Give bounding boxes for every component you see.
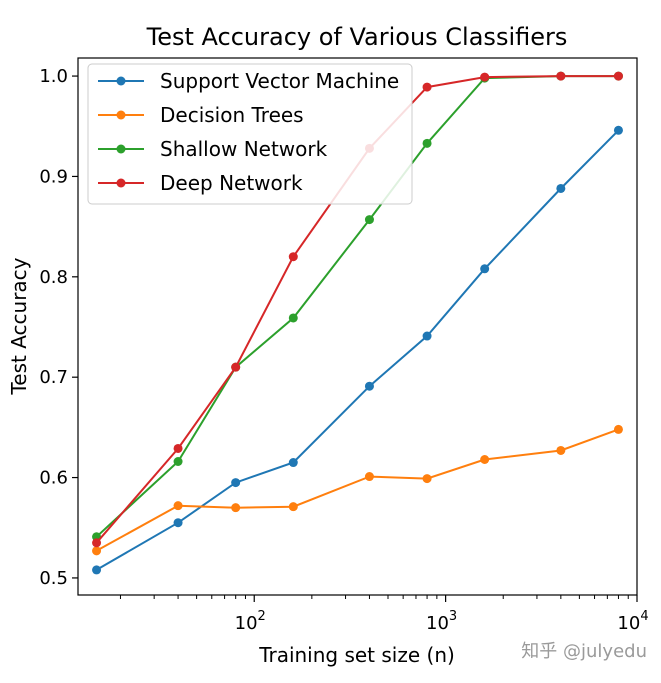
series-0 [92,125,623,575]
data-point [480,72,490,82]
data-point [422,331,432,341]
data-point [173,457,183,467]
x-tick-label: 103 [426,609,457,634]
chart-title: Test Accuracy of Various Classifiers [146,23,568,51]
data-point [231,503,241,513]
series-1 [92,424,623,556]
y-axis: 0.5 0.6 0.7 0.8 0.9 1.0 [39,66,78,589]
x-tick-base: 10 [617,613,640,634]
data-point [422,138,432,148]
x-tick-label: 102 [235,609,266,634]
y-tick-label: 0.5 [39,568,68,589]
data-point [173,518,183,528]
legend-label: Deep Network [160,171,303,195]
y-tick-label: 0.9 [39,166,68,187]
x-tick-base: 10 [426,613,449,634]
data-point [173,443,183,453]
data-point [556,71,566,81]
data-point [288,458,298,468]
data-point [173,501,183,511]
data-point [480,264,490,274]
legend-swatch-marker [116,76,126,86]
data-point [422,474,432,484]
legend-box [87,63,413,205]
data-point [288,502,298,512]
legend-label: Decision Trees [160,103,304,127]
y-tick-label: 0.7 [39,367,68,388]
data-point [556,445,566,455]
data-point [231,362,241,372]
data-point [556,183,566,193]
data-point [92,538,102,548]
plot-frame [77,57,638,596]
data-point [613,424,623,434]
data-point [422,82,432,92]
legend-label: Shallow Network [160,137,328,161]
data-point [92,565,102,575]
x-tick-base: 10 [235,613,258,634]
data-point [613,71,623,81]
y-tick-label: 1.0 [39,66,68,87]
legend-swatch-marker [116,144,126,154]
data-point [92,546,102,556]
x-tick-label: 104 [617,609,648,634]
x-tick-exponent: 4 [640,609,648,624]
legend-swatch-marker [116,178,126,188]
legend-swatch-marker [116,110,126,120]
legend-label: Support Vector Machine [160,69,399,93]
x-axis-label: Training set size (n) [258,643,455,667]
data-point [288,313,298,323]
legend: Support Vector Machine Decision Trees Shal… [87,63,413,205]
data-point [231,478,241,488]
x-tick-exponent: 3 [449,609,457,624]
data-point [364,215,374,225]
y-tick-label: 0.8 [39,267,68,288]
watermark: 知乎 @julyedu [521,641,647,662]
data-point [364,472,374,482]
data-point [480,454,490,464]
x-tick-exponent: 2 [258,609,266,624]
y-axis-label: Test Accuracy [7,257,31,395]
data-point [613,125,623,135]
y-tick-label: 0.6 [39,468,68,489]
data-point [288,252,298,262]
x-axis: 102 103 104 [119,595,649,634]
data-point [364,381,374,391]
